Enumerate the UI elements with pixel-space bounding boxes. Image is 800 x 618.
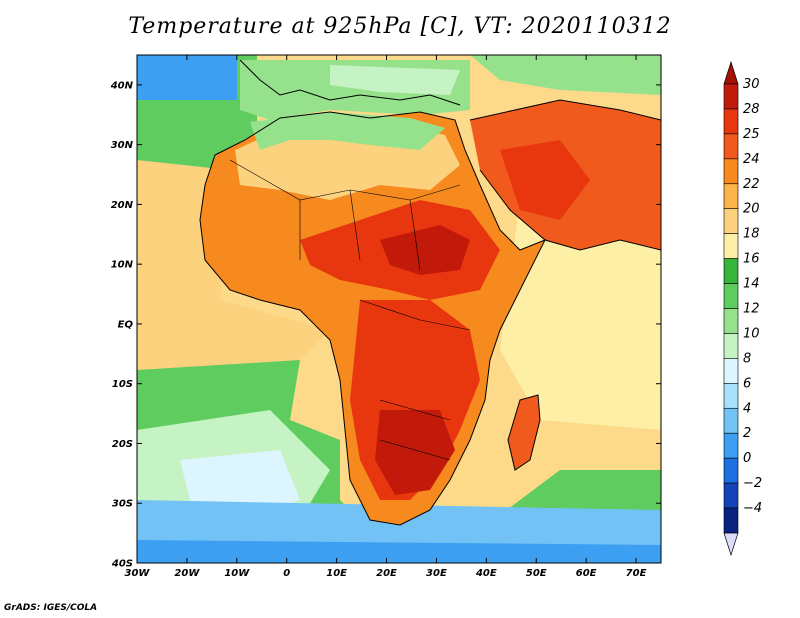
colorbar-swatch	[723, 233, 739, 259]
lon-tick-label: 60E	[576, 568, 597, 579]
colorbar-label: 18	[743, 227, 760, 242]
southern-ocean-deep-field	[137, 540, 661, 563]
lon-tick-label: 0	[283, 568, 290, 579]
map-field	[137, 55, 661, 563]
lon-tick-label: 70E	[626, 568, 647, 579]
colorbar-swatch	[723, 358, 739, 384]
europe-coastline	[239, 59, 461, 106]
sahel-core-field	[380, 225, 470, 275]
lon-tick-label: 30E	[426, 568, 447, 579]
colorbar-swatch	[723, 183, 739, 210]
lat-tick-label: 20N	[111, 200, 134, 211]
madagascar-coastline	[507, 394, 541, 471]
colorbar-swatch	[723, 407, 739, 434]
arabia-core-field	[500, 140, 590, 220]
colorbar-label: 14	[743, 277, 760, 292]
colorbar-label: 2	[743, 426, 751, 441]
country-borders	[229, 159, 471, 461]
colorbar-top-arrow	[723, 60, 739, 85]
lat-tick-label: EQ	[118, 319, 134, 330]
colorbar-label: 0	[743, 451, 751, 466]
colorbar-swatch	[723, 83, 739, 110]
colorbar-swatch	[723, 133, 739, 160]
colorbar-label: 4	[743, 401, 751, 416]
lat-tick-label: 40S	[111, 559, 133, 570]
colorbar-label: 30	[743, 77, 760, 92]
lon-tick-label: 20W	[174, 568, 200, 579]
africa-coastline	[199, 111, 547, 526]
longitude-axis: 30W 20W 10W 0 10E 20E 30E 40E 50E 60E 70E	[125, 55, 647, 579]
colorbar-label: −2	[743, 476, 762, 491]
lat-tick-label: 20S	[112, 439, 133, 450]
colorbar-label: 12	[743, 302, 760, 317]
colorbar-label: 24	[743, 152, 760, 167]
colorbar-label: 22	[743, 177, 760, 192]
lat-tick-label: 30N	[111, 140, 134, 151]
grads-credit: GrADS: IGES/COLA	[4, 603, 98, 613]
north-sea-field	[137, 55, 237, 100]
colorbar-label: 28	[743, 102, 760, 117]
colorbar-label: −4	[743, 501, 762, 516]
colorbar-label: 25	[743, 127, 760, 142]
colorbar-label: 8	[743, 351, 751, 366]
lon-tick-label: 10E	[326, 568, 347, 579]
colorbar-label: 6	[743, 376, 751, 391]
colorbar-swatch	[723, 308, 739, 334]
lon-tick-label: 30W	[125, 568, 151, 579]
latitude-axis: 40N 30N 20N 10N EQ 10S 20S 30S 40S	[110, 80, 661, 570]
tropical-atlantic-field	[137, 160, 330, 380]
colorbar-swatch	[723, 258, 739, 284]
lat-tick-label: 40N	[110, 80, 134, 91]
lon-tick-label: 40E	[475, 568, 497, 579]
north-coast-green-field	[250, 112, 445, 150]
colorbar-label: 10	[743, 326, 760, 341]
colorbar-swatch	[723, 482, 739, 509]
lon-tick-label: 50E	[526, 568, 547, 579]
mediterranean-cool-field	[330, 65, 460, 95]
arabia-coastline	[469, 99, 661, 251]
southern-core-field	[375, 410, 455, 495]
lat-tick-label: 10S	[112, 379, 133, 390]
colorbar-swatch	[723, 283, 739, 309]
colorbar-bottom-arrow	[723, 532, 739, 557]
colorbar-swatch	[723, 383, 739, 409]
colorbar-swatch	[723, 432, 739, 459]
colorbar-swatch	[723, 457, 739, 484]
colorbar-swatch	[723, 333, 739, 359]
east-asia-cool-field	[470, 55, 661, 95]
map-title: Temperature at 925hPa [C], VT: 202011031…	[128, 14, 672, 39]
colorbar-label: 20	[743, 202, 760, 217]
colorbar-swatch	[723, 108, 739, 135]
lat-tick-label: 30S	[112, 499, 133, 510]
colorbar-swatch	[723, 507, 739, 534]
lat-tick-label: 10N	[111, 260, 134, 271]
lon-tick-label: 20E	[376, 568, 397, 579]
map-frame	[136, 54, 662, 564]
colorbar-swatch	[723, 208, 739, 234]
colorbar-label: 16	[743, 252, 760, 267]
lon-tick-label: 10W	[224, 568, 250, 579]
colorbar-swatch	[723, 158, 739, 185]
